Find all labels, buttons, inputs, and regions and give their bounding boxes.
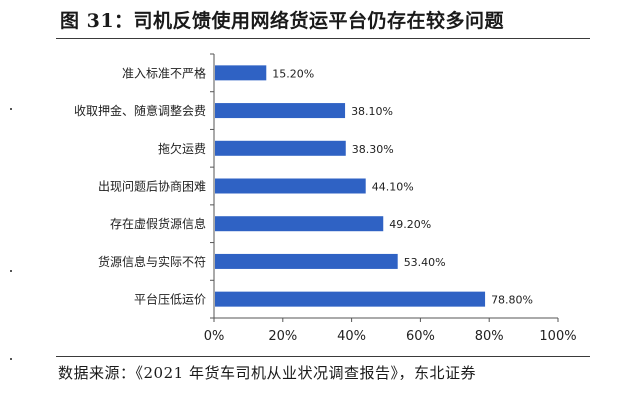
- value-label: 53.40%: [404, 256, 446, 269]
- category-label: 收取押金、随意调整会费: [74, 103, 206, 118]
- value-label: 38.10%: [351, 105, 393, 118]
- source-divider: [56, 356, 590, 357]
- x-tick-label: 80%: [475, 329, 504, 344]
- value-label: 44.10%: [372, 181, 414, 194]
- figure-title: 图 31：司机反馈使用网络货运平台仍存在较多问题: [60, 10, 505, 32]
- bar: [215, 291, 486, 307]
- margin-mark: [10, 108, 12, 110]
- bar: [215, 103, 346, 119]
- category-label: 存在虚假货源信息: [110, 216, 206, 231]
- bar: [215, 253, 398, 269]
- title-divider: [56, 38, 590, 39]
- bar: [215, 140, 346, 156]
- x-tick-label: 100%: [539, 329, 576, 344]
- bar: [215, 178, 366, 194]
- value-label: 15.20%: [272, 67, 314, 80]
- bar: [215, 216, 384, 232]
- margin-mark: [10, 270, 12, 272]
- x-tick-label: 60%: [406, 329, 435, 344]
- source-note: 数据来源：《2021 年货车司机从业状况调查报告》，东北证券: [58, 364, 476, 382]
- x-tick-label: 40%: [337, 329, 366, 344]
- bar: [215, 65, 267, 81]
- value-label: 38.30%: [352, 143, 394, 156]
- x-tick-label: 20%: [268, 329, 297, 344]
- value-label: 78.80%: [491, 294, 533, 307]
- category-label: 准入标准不严格: [122, 65, 206, 80]
- category-label: 货源信息与实际不符: [98, 254, 206, 269]
- margin-mark: [10, 358, 12, 360]
- value-label: 49.20%: [389, 218, 431, 231]
- category-label: 拖欠运费: [158, 141, 206, 156]
- category-label: 平台压低运价: [134, 292, 206, 307]
- x-tick-label: 0%: [204, 329, 225, 344]
- category-label: 出现问题后协商困难: [98, 179, 206, 194]
